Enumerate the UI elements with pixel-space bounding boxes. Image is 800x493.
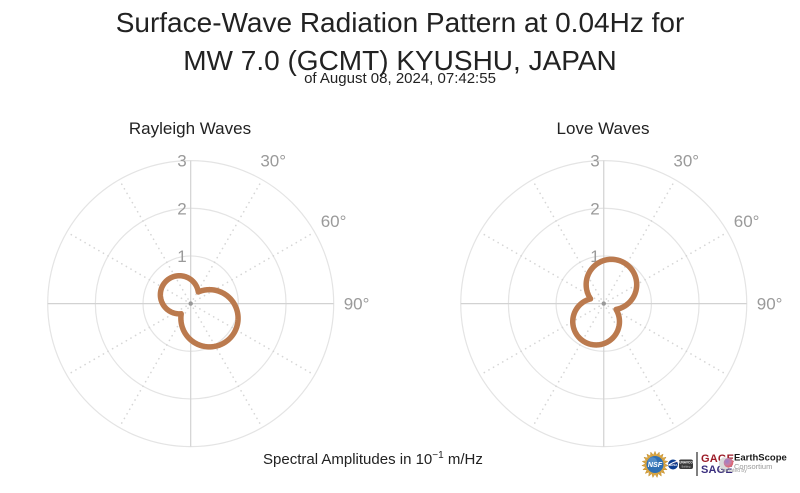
svg-text:2: 2 [590, 199, 599, 218]
svg-text:3: 3 [590, 152, 599, 171]
svg-text:60°: 60° [734, 212, 760, 231]
svg-text:3: 3 [177, 152, 186, 171]
svg-text:90°: 90° [344, 295, 370, 314]
svg-text:30°: 30° [673, 152, 699, 171]
svg-text:30°: 30° [260, 152, 286, 171]
svg-text:60°: 60° [321, 212, 347, 231]
svg-text:2: 2 [177, 199, 186, 218]
svg-text:1: 1 [177, 247, 186, 266]
svg-text:90°: 90° [757, 295, 783, 314]
